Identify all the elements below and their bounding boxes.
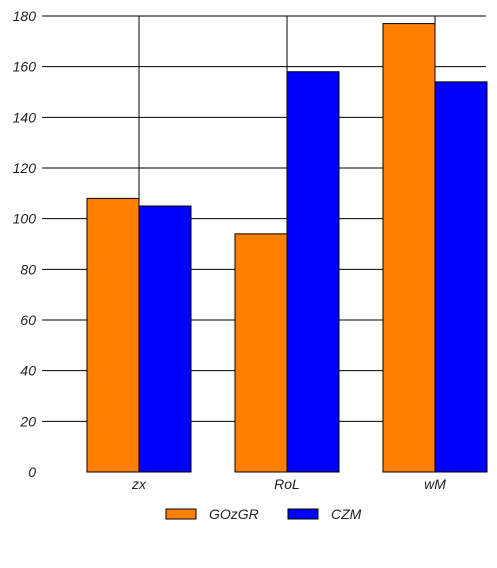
bar-GOzGR-zx (87, 198, 139, 472)
x-tick-label: zx (131, 476, 147, 492)
legend-swatch-GOzGR (166, 509, 196, 519)
legend-swatch-CZM (288, 509, 318, 519)
y-tick-label: 120 (13, 160, 37, 176)
bars (87, 24, 487, 472)
y-tick-label: 60 (20, 312, 36, 328)
y-tick-label: 40 (20, 363, 36, 379)
y-axis-tick-labels: 0 20 40 60 80 100 120 140 160 180 (13, 8, 37, 480)
legend-label: GOzGR (209, 506, 259, 522)
bar-CZM-wM (435, 82, 487, 472)
y-tick-label: 100 (13, 211, 37, 227)
y-tick-label: 80 (20, 261, 36, 277)
legend: GOzGR CZM (166, 506, 362, 522)
y-tick-label: 140 (13, 109, 37, 125)
legend-label: CZM (331, 506, 362, 522)
x-tick-label: RoL (274, 476, 300, 492)
bar-GOzGR-RoL (235, 234, 287, 472)
bar-CZM-zx (139, 206, 191, 472)
x-tick-label: wM (424, 476, 446, 492)
y-tick-label: 180 (13, 8, 37, 24)
y-tick-label: 20 (19, 413, 36, 429)
bar-CZM-RoL (287, 72, 339, 472)
y-tick-label: 0 (28, 464, 36, 480)
bar-GOzGR-wM (383, 24, 435, 472)
x-axis-tick-labels: zx RoL wM (131, 476, 446, 492)
y-tick-label: 160 (13, 59, 37, 75)
